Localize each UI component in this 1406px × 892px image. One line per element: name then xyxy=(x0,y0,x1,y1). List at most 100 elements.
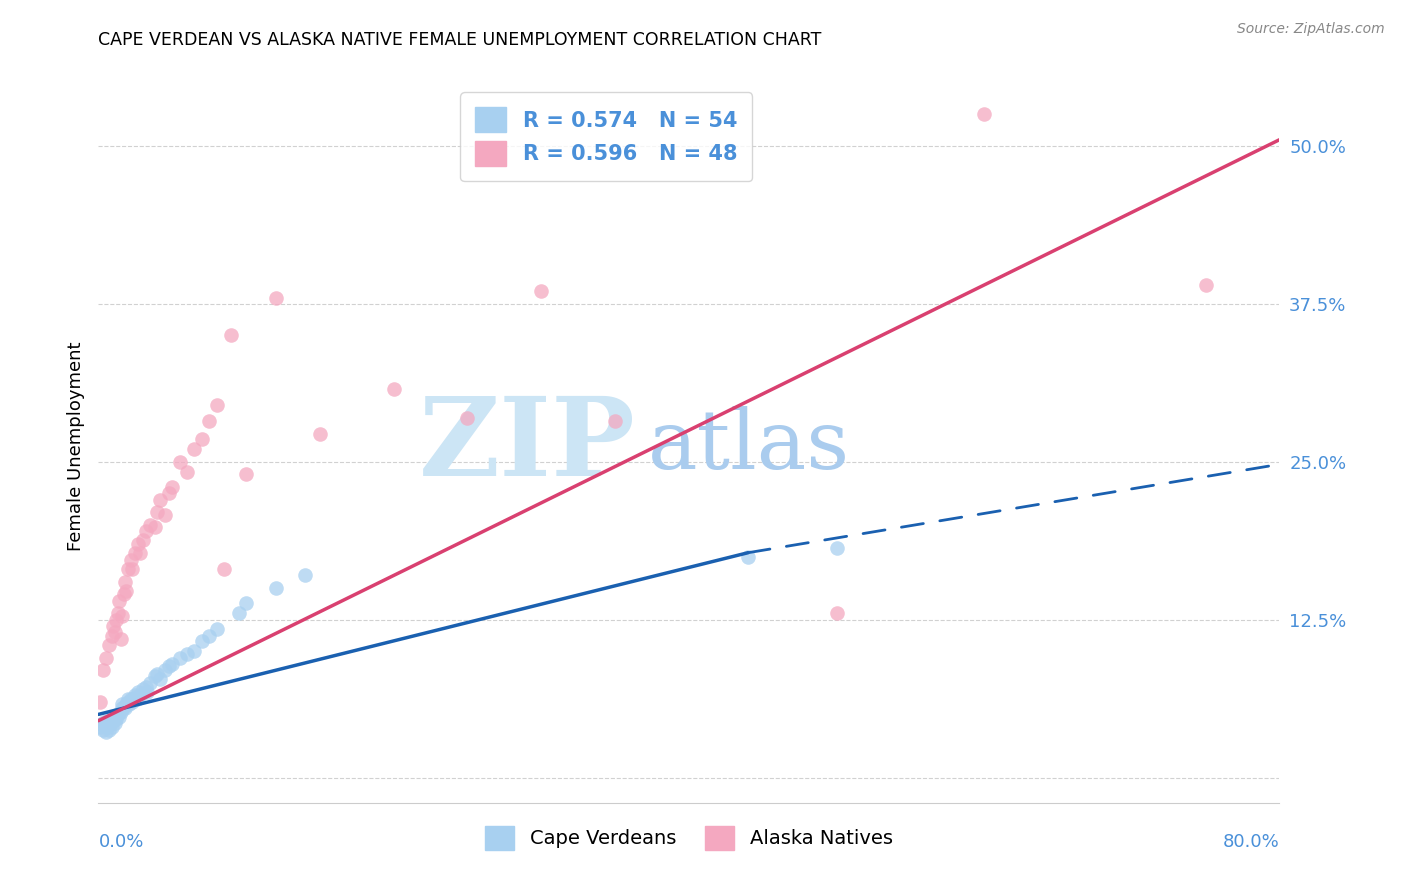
Point xyxy=(117,692,139,706)
Point xyxy=(89,695,111,709)
Point xyxy=(98,717,121,731)
Point xyxy=(132,533,155,547)
Point xyxy=(183,644,205,658)
Point xyxy=(94,725,117,739)
Point xyxy=(108,710,131,724)
Point xyxy=(115,583,138,598)
Point xyxy=(457,410,479,425)
Point xyxy=(153,663,176,677)
Point xyxy=(205,398,228,412)
Point xyxy=(235,596,257,610)
Point xyxy=(110,705,132,719)
Point xyxy=(128,689,150,703)
Point xyxy=(91,663,114,677)
Point xyxy=(103,714,125,728)
Point xyxy=(105,613,128,627)
Point xyxy=(104,716,127,731)
Point xyxy=(162,657,183,671)
Point xyxy=(127,537,149,551)
Text: ZIP: ZIP xyxy=(419,392,636,500)
Point xyxy=(107,607,129,621)
Point xyxy=(198,414,221,428)
Point xyxy=(169,455,191,469)
Point xyxy=(153,508,176,522)
Point xyxy=(135,524,157,539)
Point xyxy=(212,562,235,576)
Point xyxy=(143,520,166,534)
Point xyxy=(136,684,159,698)
Text: 0.0%: 0.0% xyxy=(98,833,143,851)
Point xyxy=(121,695,143,709)
Point xyxy=(149,672,172,686)
Point xyxy=(117,695,139,709)
Point xyxy=(605,414,627,428)
Point xyxy=(149,492,172,507)
Point xyxy=(96,720,118,734)
Point xyxy=(191,432,214,446)
Point xyxy=(825,541,848,555)
Point xyxy=(157,486,180,500)
Point xyxy=(183,442,205,457)
Point xyxy=(530,285,553,299)
Point xyxy=(264,581,287,595)
Point xyxy=(139,675,162,690)
Point xyxy=(117,562,139,576)
Point xyxy=(111,701,134,715)
Point xyxy=(228,607,250,621)
Y-axis label: Female Unemployment: Female Unemployment xyxy=(66,342,84,550)
Point xyxy=(737,549,759,564)
Text: atlas: atlas xyxy=(648,406,849,486)
Point xyxy=(124,546,146,560)
Point xyxy=(91,723,114,737)
Point xyxy=(107,707,129,722)
Point xyxy=(94,650,117,665)
Point xyxy=(96,714,118,728)
Point xyxy=(221,328,243,343)
Point xyxy=(100,720,122,734)
Point xyxy=(1195,277,1218,292)
Point xyxy=(205,622,228,636)
Point xyxy=(309,427,332,442)
Point xyxy=(139,517,162,532)
Point xyxy=(973,107,995,121)
Point xyxy=(112,699,135,714)
Point xyxy=(128,546,150,560)
Point xyxy=(382,382,405,396)
Point xyxy=(191,634,214,648)
Point xyxy=(112,587,135,601)
Point xyxy=(108,593,131,607)
Point xyxy=(146,667,169,681)
Point xyxy=(294,568,316,582)
Point xyxy=(105,713,128,727)
Point xyxy=(97,638,120,652)
Point xyxy=(111,698,134,712)
Point xyxy=(120,553,142,567)
Point xyxy=(114,574,136,589)
Point xyxy=(264,291,287,305)
Point xyxy=(103,710,125,724)
Point xyxy=(132,682,155,697)
Point xyxy=(104,625,127,640)
Text: Source: ZipAtlas.com: Source: ZipAtlas.com xyxy=(1237,22,1385,37)
Point xyxy=(125,692,148,706)
Point xyxy=(90,717,112,731)
Point xyxy=(169,650,191,665)
Point xyxy=(114,701,136,715)
Point xyxy=(89,720,111,734)
Point xyxy=(110,632,132,646)
Point xyxy=(235,467,257,482)
Text: 80.0%: 80.0% xyxy=(1223,833,1279,851)
Point xyxy=(115,698,138,712)
Point xyxy=(157,659,180,673)
Point xyxy=(122,690,145,705)
Point xyxy=(198,629,221,643)
Point xyxy=(120,692,142,706)
Point xyxy=(135,680,157,694)
Point xyxy=(118,698,141,712)
Point xyxy=(176,647,198,661)
Point xyxy=(162,480,183,494)
Point xyxy=(93,714,115,729)
Point xyxy=(146,505,169,519)
Point xyxy=(103,619,125,633)
Point xyxy=(124,689,146,703)
